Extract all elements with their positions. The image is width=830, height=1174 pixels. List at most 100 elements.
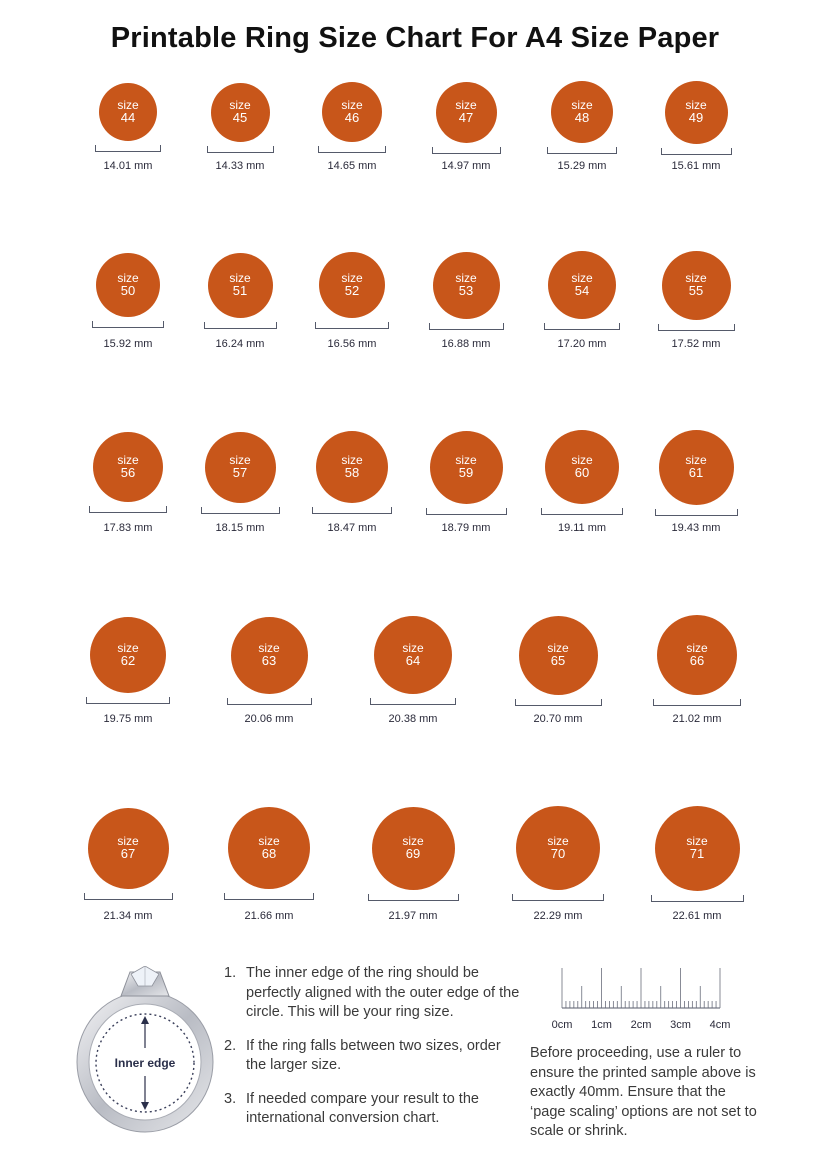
size-number: 57 xyxy=(232,465,248,481)
size-word: size xyxy=(455,97,477,112)
size-circle: size 45 xyxy=(210,82,270,142)
diameter-label: 15.92 mm xyxy=(103,338,153,350)
ruler-note: Before proceeding, use a ruler to ensure… xyxy=(530,1045,757,1139)
size-word: size xyxy=(571,97,593,112)
size-circle: size 49 xyxy=(664,80,728,144)
size-word: size xyxy=(547,833,569,848)
instruction-number: 3. xyxy=(224,1090,237,1107)
diameter-bracket xyxy=(514,698,602,706)
size-number: 67 xyxy=(120,846,136,862)
size-circle: size 59 xyxy=(429,430,503,504)
size-word: size xyxy=(229,452,251,467)
size-circle: size 51 xyxy=(207,252,273,318)
size-number: 64 xyxy=(405,653,421,669)
size-word: size xyxy=(547,640,569,655)
size-circle: size 61 xyxy=(658,429,734,505)
diameter-bracket xyxy=(650,894,744,902)
size-word: size xyxy=(686,640,708,655)
diameter-label: 16.24 mm xyxy=(215,338,265,350)
diameter-label: 14.01 mm xyxy=(103,160,153,172)
ruler-label: 0cm xyxy=(552,1019,572,1031)
size-number: 47 xyxy=(458,110,474,126)
size-word: size xyxy=(571,452,593,467)
diameter-bracket xyxy=(312,507,392,514)
size-circle: size 70 xyxy=(516,806,600,890)
ring-illustration: Inner edge xyxy=(76,966,214,1133)
diameter-label: 21.97 mm xyxy=(388,910,438,922)
diameter-label: 14.65 mm xyxy=(327,160,377,172)
size-circle: size 67 xyxy=(87,807,169,889)
diameter-label: 17.83 mm xyxy=(103,522,153,534)
size-circle: size 54 xyxy=(548,251,616,319)
instructions-list: 1. The inner edge of the ring should be … xyxy=(224,964,524,1143)
diameter-label: 15.29 mm xyxy=(557,160,607,172)
ruler-label: 4cm xyxy=(710,1019,731,1031)
diameter-label: 15.61 mm xyxy=(671,160,721,172)
instruction-text: The inner edge of the ring should be per… xyxy=(246,965,520,1020)
size-number: 51 xyxy=(232,283,248,299)
diameter-bracket xyxy=(425,507,507,515)
size-number: 61 xyxy=(688,465,704,481)
size-number: 50 xyxy=(120,283,136,299)
diameter-bracket xyxy=(86,697,170,704)
diameter-bracket xyxy=(547,147,617,154)
size-number: 71 xyxy=(689,846,705,862)
size-number: 53 xyxy=(458,283,474,299)
diameter-label: 22.61 mm xyxy=(672,910,722,922)
size-word: size xyxy=(341,97,363,112)
size-word: size xyxy=(686,833,708,848)
size-circle: size 62 xyxy=(90,617,166,693)
diameter-label: 22.29 mm xyxy=(533,910,583,922)
size-word: size xyxy=(402,640,424,655)
size-number: 70 xyxy=(550,846,566,862)
size-circle: size 52 xyxy=(319,252,385,318)
size-circle: size 48 xyxy=(551,81,613,143)
instruction-number: 1. xyxy=(224,965,237,981)
size-word: size xyxy=(685,97,707,112)
calibration-ruler: 0cm 1cm 2cm 3cm 4cm xyxy=(552,968,731,1031)
size-word: size xyxy=(258,640,280,655)
size-word: size xyxy=(685,452,707,467)
diameter-bracket xyxy=(512,894,604,901)
diameter-bracket xyxy=(206,145,274,153)
diameter-bracket xyxy=(660,147,732,155)
size-circle: size 53 xyxy=(432,251,500,319)
diameter-bracket xyxy=(657,323,735,331)
instruction-number: 2. xyxy=(224,1037,237,1054)
diameter-bracket xyxy=(370,698,456,705)
size-circle: size 63 xyxy=(230,616,308,694)
size-circle: size 50 xyxy=(96,253,160,317)
size-number: 49 xyxy=(688,110,704,126)
diameter-label: 19.75 mm xyxy=(103,713,153,725)
size-word: size xyxy=(571,270,593,285)
diameter-bracket xyxy=(428,322,504,330)
size-number: 59 xyxy=(458,465,474,481)
size-number: 62 xyxy=(120,653,136,669)
ruler-label: 3cm xyxy=(670,1019,691,1031)
diameter-bracket xyxy=(92,321,164,328)
page-title: Printable Ring Size Chart For A4 Size Pa… xyxy=(110,22,720,54)
size-number: 45 xyxy=(232,110,248,126)
diameter-bracket xyxy=(541,508,623,515)
diameter-bracket xyxy=(200,506,280,514)
size-circle: size 68 xyxy=(228,807,310,889)
instruction-text: If needed compare your result to the int… xyxy=(246,1090,479,1127)
size-number: 60 xyxy=(574,465,590,481)
size-number: 66 xyxy=(689,653,705,669)
size-number: 52 xyxy=(344,283,360,299)
diameter-bracket xyxy=(203,321,277,329)
size-word: size xyxy=(455,452,477,467)
size-number: 48 xyxy=(574,110,590,126)
diameter-label: 21.66 mm xyxy=(244,910,294,922)
size-number: 46 xyxy=(344,110,360,126)
size-number: 63 xyxy=(261,653,277,669)
size-word: size xyxy=(685,270,707,285)
size-number: 69 xyxy=(405,846,421,862)
diameter-label: 14.33 mm xyxy=(215,160,265,172)
size-circle: size 46 xyxy=(322,82,382,142)
size-circle: size 60 xyxy=(545,430,619,504)
diameter-label: 20.06 mm xyxy=(244,713,294,725)
diameter-label: 16.88 mm xyxy=(441,338,491,350)
diameter-bracket xyxy=(431,146,501,154)
instruction-item: 2. If the ring falls between two sizes, … xyxy=(224,1037,524,1076)
